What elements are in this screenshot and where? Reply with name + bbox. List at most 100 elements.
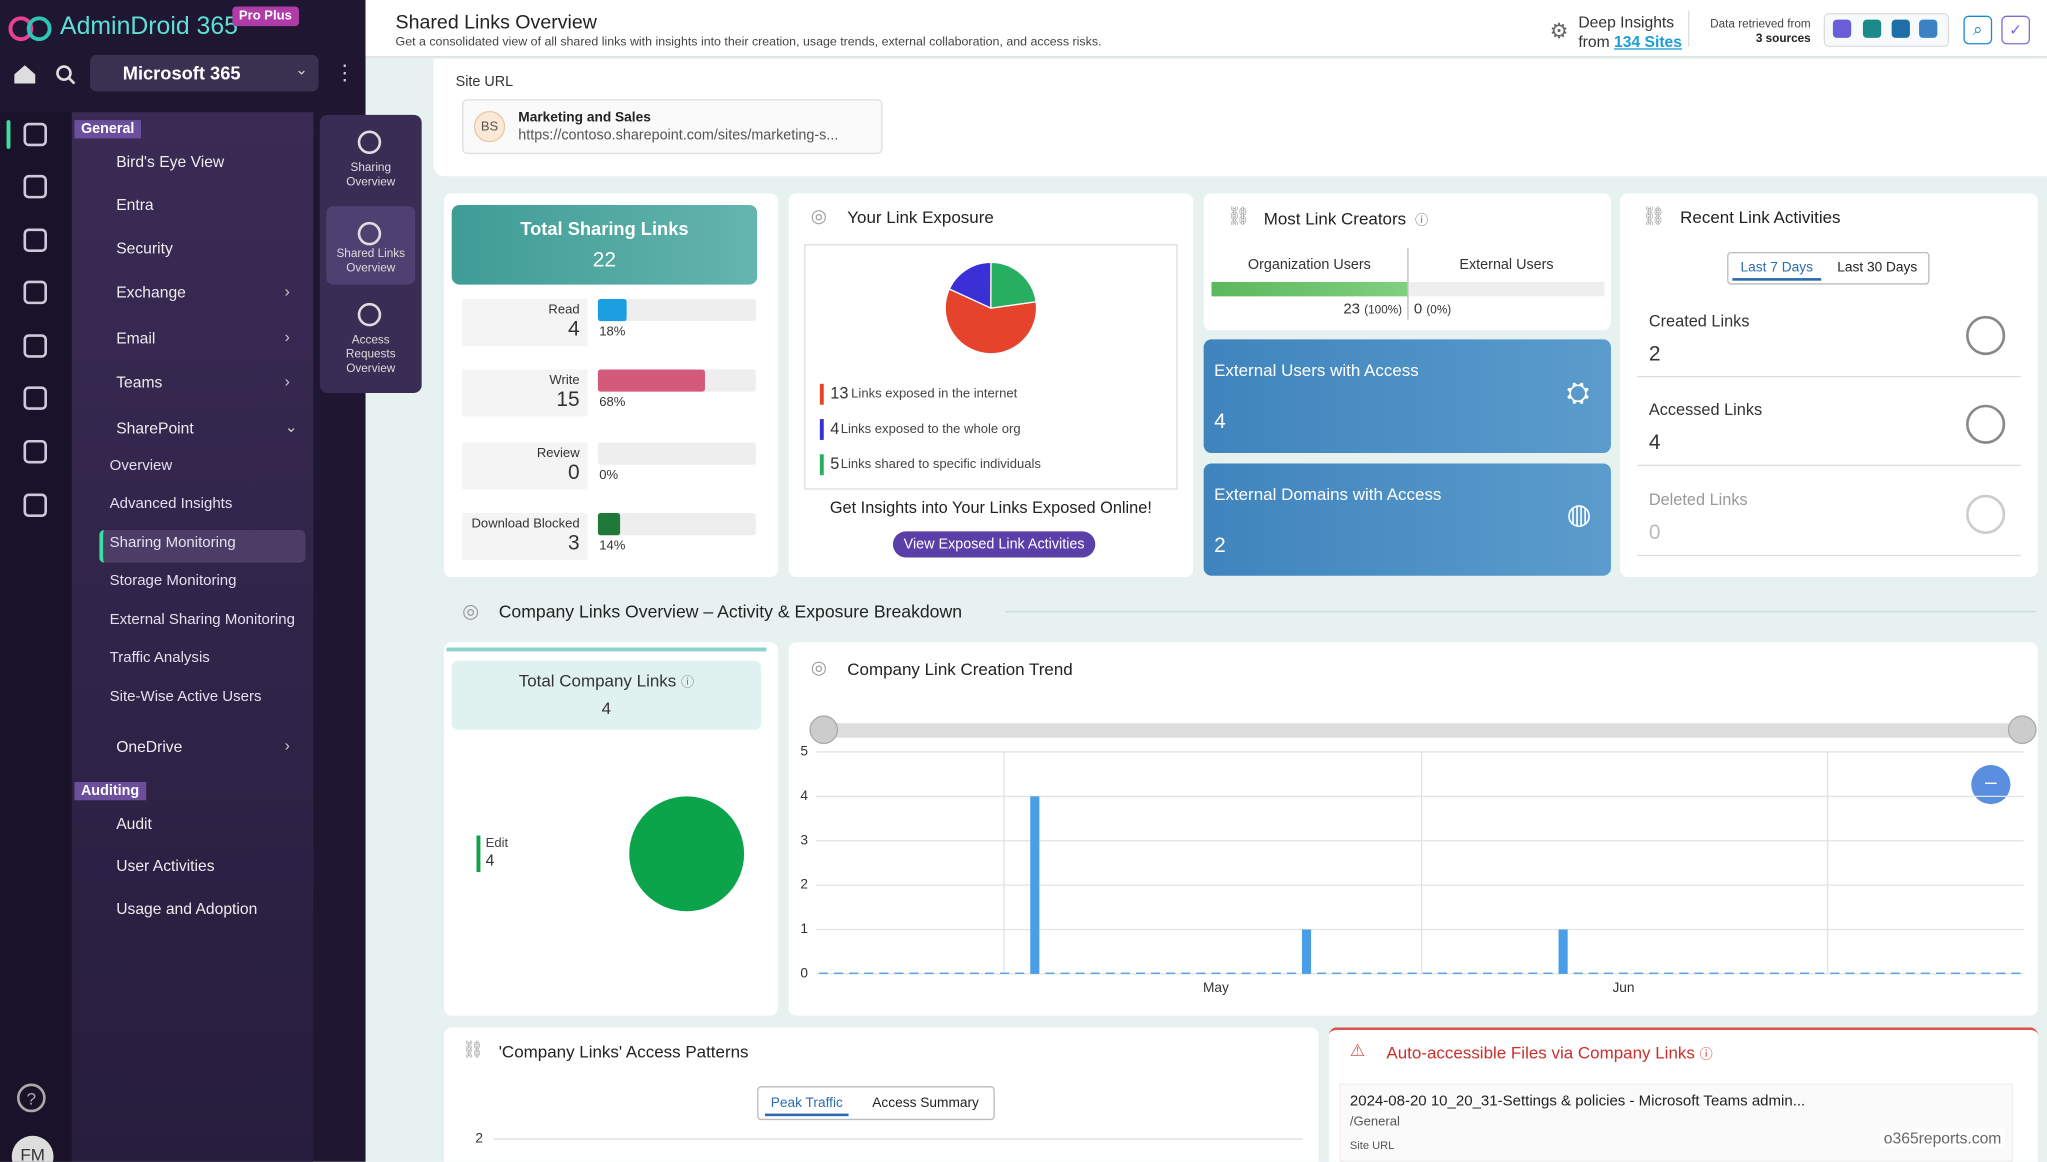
search-btn[interactable]: ⌕ <box>1963 15 1993 45</box>
nav-subitem[interactable]: Traffic Analysis <box>109 650 210 666</box>
site-url-label: Site URL <box>455 74 514 91</box>
nav-item[interactable]: Security <box>116 238 173 258</box>
nav-subitem[interactable]: Storage Monitoring <box>109 573 237 589</box>
nav-item[interactable]: Entra <box>116 195 154 215</box>
nav-item[interactable]: SharePoint <box>116 419 194 438</box>
activity-box[interactable] <box>1637 482 2021 557</box>
company-total-banner <box>451 660 762 730</box>
activity-box[interactable] <box>1637 392 2021 467</box>
patterns-tab[interactable]: Peak Traffic <box>765 1095 849 1117</box>
exposure-button[interactable]: View Exposed Link Activities <box>892 531 1096 558</box>
activity-value: 2 <box>1648 343 1661 366</box>
nav-active <box>99 530 306 563</box>
recent-tab[interactable]: Last 7 Days <box>1732 260 1822 281</box>
help[interactable]: ? <box>16 1083 46 1113</box>
bar <box>864 972 874 974</box>
row-percent: 68% <box>599 395 626 410</box>
bar <box>1694 972 1704 974</box>
sites-link[interactable]: 134 Sites <box>1614 32 1682 51</box>
rail-icon[interactable] <box>23 334 47 358</box>
activity-box[interactable] <box>1637 303 2021 378</box>
ext-users-card[interactable] <box>1203 339 1611 454</box>
site-name: Marketing and Sales <box>518 109 651 126</box>
y-tick-label: 5 <box>800 744 808 759</box>
bar <box>1120 972 1130 974</box>
bar <box>1845 972 1855 974</box>
bar <box>939 972 949 974</box>
nav-subitem[interactable]: Overview <box>109 458 173 474</box>
home-search[interactable] <box>13 61 78 87</box>
nav-item[interactable]: User Activities <box>116 856 215 875</box>
legend-value: 13 <box>830 385 848 403</box>
bar <box>1649 972 1659 974</box>
rail-icon[interactable] <box>23 228 47 252</box>
check-btn[interactable]: ✓ <box>2001 15 2031 45</box>
zoom-handle[interactable] <box>2007 715 2037 745</box>
exposure-card <box>788 193 1194 578</box>
subnav-item[interactable]: Access Requests Overview <box>345 332 396 375</box>
nav-item[interactable]: Bird's Eye View <box>116 152 225 172</box>
bar <box>1483 972 1493 974</box>
bar <box>1618 972 1629 974</box>
nav-item[interactable]: Teams <box>116 373 163 392</box>
nav-subitem[interactable]: External Sharing Monitoring <box>109 612 295 628</box>
creators-tab[interactable]: Organization Users <box>1247 257 1371 273</box>
activity-label: Created Links <box>1648 312 1750 331</box>
file-row[interactable] <box>1339 1083 2014 1162</box>
legend-swatch <box>819 454 824 476</box>
rail-icon[interactable] <box>23 493 47 517</box>
warning-icon: ⚠ <box>1349 1040 1366 1061</box>
nav-item[interactable]: OneDrive <box>116 737 183 756</box>
row-percent: 0% <box>599 468 619 484</box>
tenant-select[interactable] <box>90 54 319 92</box>
bar <box>1588 972 1598 974</box>
reset-zoom[interactable]: – <box>1971 765 2011 805</box>
more[interactable]: ⋮ <box>334 62 356 85</box>
legend-swatch <box>819 383 824 405</box>
recent-tabs <box>1727 251 1930 285</box>
rail-icon[interactable] <box>23 174 47 199</box>
subnav-item[interactable]: Shared Links Overview <box>336 246 406 275</box>
ext-users-value: 4 <box>1214 411 1226 434</box>
legend-swatch <box>819 419 824 440</box>
gear-icon: ⚙ <box>1549 20 1569 44</box>
rail-icon[interactable] <box>23 122 47 147</box>
nav-subitem[interactable]: Sharing Monitoring <box>109 535 236 551</box>
bar <box>1377 972 1387 974</box>
nav-item[interactable]: Email <box>116 328 156 348</box>
nav-arrow: › <box>284 372 290 391</box>
nav-item[interactable]: Exchange <box>116 283 186 302</box>
bar <box>1981 972 1991 974</box>
rail-icon[interactable] <box>23 439 47 464</box>
info-icon[interactable]: ⓘ <box>1415 214 1429 229</box>
zoom-slider[interactable] <box>822 723 2021 738</box>
recent-title: Recent Link Activities <box>1680 207 1841 228</box>
bar <box>924 972 934 974</box>
bar <box>1664 972 1674 974</box>
rail-icon[interactable] <box>23 386 47 410</box>
trend-chart: 0 1 2 3 4 5 May Jun <box>800 744 2024 995</box>
nav-item[interactable]: Audit <box>116 814 152 833</box>
patterns-tab[interactable]: Access Summary <box>872 1095 979 1111</box>
zoom-handle[interactable] <box>809 715 839 745</box>
subnav-item[interactable]: Sharing Overview <box>346 160 396 188</box>
ext-users-title: External Users with Access <box>1214 360 1419 380</box>
chevron: ⌄ <box>295 60 309 79</box>
nav-item[interactable]: Usage and Adoption <box>116 899 258 918</box>
org-percent: (100%) <box>1364 302 1403 316</box>
rail-icon[interactable] <box>23 280 47 305</box>
ext-domains-card[interactable] <box>1203 463 1611 576</box>
x-tick-label: May <box>1203 980 1229 995</box>
pie-slice <box>629 796 745 912</box>
bar <box>1724 972 1734 974</box>
creators-tab[interactable]: External Users <box>1459 257 1554 273</box>
row-track <box>597 298 756 322</box>
row-label: Review <box>536 446 580 461</box>
avatar[interactable]: FM <box>11 1135 54 1162</box>
nav-subitem[interactable]: Advanced Insights <box>109 496 233 512</box>
section-icon: ◎ <box>462 600 480 623</box>
recent-tab[interactable]: Last 30 Days <box>1837 259 1918 276</box>
site-chip[interactable] <box>462 99 883 155</box>
nav-subitem[interactable]: Site-Wise Active Users <box>109 689 262 705</box>
bar <box>1950 972 1961 974</box>
